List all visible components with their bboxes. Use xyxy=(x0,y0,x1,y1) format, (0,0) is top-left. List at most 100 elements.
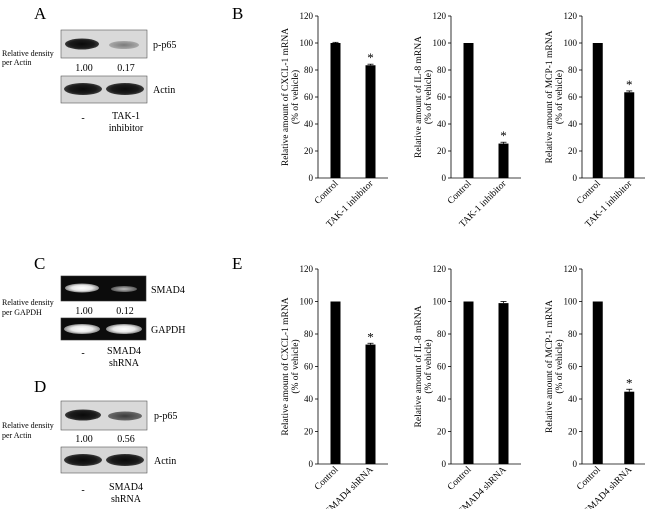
chart-3-bar-1 xyxy=(592,43,603,178)
blot-d-density-control: 1.00 xyxy=(75,434,93,445)
chart-2-ylabel-line2: (% of vehicle) xyxy=(423,70,434,124)
chart-6-category-1: Control xyxy=(575,465,603,493)
chart-4-ytick-label: 40 xyxy=(304,394,314,404)
chart-5-ytick-label: 120 xyxy=(433,264,447,274)
blot-d-density-treated: 0.56 xyxy=(117,434,135,445)
blot-a-density-label-1: Relative density xyxy=(2,49,54,58)
blot-a-density-label-2: per Actin xyxy=(2,58,32,67)
chart-2-bar-1 xyxy=(463,43,474,178)
blot-d-band-actin-control xyxy=(64,454,102,466)
blot-c: SMAD4 Relative density per GAPDH 1.00 0.… xyxy=(2,275,185,369)
chart-6-ylabel-line1: Relative amount of MCP-1 mRNA xyxy=(544,300,555,433)
chart-4-bar-2 xyxy=(365,344,376,464)
chart-3-ylabel-line1: Relative amount of MCP-1 mRNA xyxy=(544,30,555,163)
chart-4-ytick-label: 0 xyxy=(309,459,314,469)
blot-c-density-control: 1.00 xyxy=(75,306,93,317)
chart-3-bar-2 xyxy=(624,92,635,178)
chart-6-ytick-label: 80 xyxy=(568,329,578,339)
chart-3-ylabel-line2: (% of vehicle) xyxy=(554,70,565,124)
chart-3-ytick-label: 80 xyxy=(568,65,578,75)
chart-3-category-1: Control xyxy=(575,179,603,207)
chart-3-ytick-label: 60 xyxy=(568,92,578,102)
chart-5-ytick-label: 80 xyxy=(437,329,447,339)
chart-5-ylabel-line2: (% of vehicle) xyxy=(423,339,434,393)
chart-2-ytick-label: 80 xyxy=(437,65,447,75)
chart-6: 0 20 40 60 80 100 120 Relative amount of MCP-1 … xyxy=(544,264,645,509)
panel-letter-c: C xyxy=(34,254,45,273)
chart-1-ylabel-line2: (% of vehicle) xyxy=(290,70,301,124)
chart-2-ylabel-line1: Relative amount of IL-8 mRNA xyxy=(413,36,424,158)
blot-c-lane-2-line2: shRNA xyxy=(109,358,140,369)
blot-d-lane-1: - xyxy=(81,485,84,496)
blot-c-band-smad4-control xyxy=(65,283,99,293)
blot-d-density-label-1: Relative density xyxy=(2,421,54,430)
chart-6-ytick-label: 60 xyxy=(568,362,578,372)
chart-4-ytick-label: 100 xyxy=(300,297,314,307)
chart-1-significance-2: * xyxy=(367,50,374,65)
chart-2: 0 20 40 60 80 100 120 Relative amount of IL-8 m… xyxy=(413,11,521,230)
chart-2-ytick-label: 40 xyxy=(437,119,447,129)
chart-5-category-1: Control xyxy=(446,465,474,493)
chart-2-ytick-label: 20 xyxy=(437,146,447,156)
chart-4-significance-2: * xyxy=(367,329,374,344)
chart-6-ytick-label: 0 xyxy=(573,459,578,469)
chart-1-bar-2 xyxy=(365,65,376,178)
blot-d-label-actin: Actin xyxy=(154,456,176,467)
blot-a-label-p65: p-p65 xyxy=(153,40,176,51)
blot-c-density-label-2: per GAPDH xyxy=(2,308,42,317)
chart-6-ytick-label: 120 xyxy=(564,264,578,274)
chart-1-category-1: Control xyxy=(313,179,341,207)
chart-5-ytick-label: 60 xyxy=(437,362,447,372)
chart-4-ytick-label: 20 xyxy=(304,427,314,437)
blot-a-density-treated: 0.17 xyxy=(117,63,135,74)
chart-5-ytick-label: 0 xyxy=(442,459,447,469)
blot-c-lane-1: - xyxy=(81,348,84,359)
chart-1-ytick-label: 120 xyxy=(300,11,314,21)
chart-4-bar-1 xyxy=(330,301,341,464)
chart-3-ytick-label: 40 xyxy=(568,119,578,129)
chart-1-ytick-label: 60 xyxy=(304,92,314,102)
blot-d-band-actin-treated xyxy=(106,454,144,466)
blot-d-band-p65-treated xyxy=(108,411,142,421)
chart-3-ytick-label: 120 xyxy=(564,11,578,21)
blot-c-lane-2-line1: SMAD4 xyxy=(107,346,141,357)
blot-a-density-control: 1.00 xyxy=(75,63,93,74)
chart-2-ytick-label: 100 xyxy=(433,38,447,48)
chart-6-ytick-label: 20 xyxy=(568,427,578,437)
panel-letter-b: B xyxy=(232,4,243,23)
blot-d-lane-2-line1: SMAD4 xyxy=(109,482,143,493)
bar-charts: 0 20 40 60 80 100 120 Relative amount of CXCL-1… xyxy=(280,11,645,509)
chart-3: 0 20 40 60 80 100 120 Relative amount of MCP-1 … xyxy=(544,11,645,230)
blot-c-gel-bottom xyxy=(60,317,147,341)
blot-a-band-actin-treated xyxy=(106,83,144,95)
blot-a-band-p65-control xyxy=(65,38,99,50)
chart-1-ytick-label: 20 xyxy=(304,146,314,156)
chart-3-ytick-label: 100 xyxy=(564,38,578,48)
chart-3-ytick-label: 20 xyxy=(568,146,578,156)
chart-4-ytick-label: 60 xyxy=(304,362,314,372)
chart-5-bar-1 xyxy=(463,301,474,464)
chart-2-bar-2 xyxy=(498,143,509,178)
chart-4-ylabel-line2: (% of vehicle) xyxy=(290,339,301,393)
chart-1-ytick-label: 80 xyxy=(304,65,314,75)
chart-6-ytick-label: 40 xyxy=(568,394,578,404)
chart-2-significance-2: * xyxy=(500,128,507,143)
chart-1-ytick-label: 0 xyxy=(309,173,314,183)
chart-5-bar-2 xyxy=(498,303,509,464)
chart-5-ytick-label: 20 xyxy=(437,427,447,437)
blot-a-lane-2-line2: inhibitor xyxy=(109,123,144,134)
blot-a: p-p65 Relative density per Actin 1.00 0.… xyxy=(2,29,176,134)
chart-6-significance-2: * xyxy=(626,375,633,390)
chart-6-ytick-label: 100 xyxy=(564,297,578,307)
chart-5: 0 20 40 60 80 100 120 Relative amount of IL-8 m… xyxy=(413,264,521,509)
chart-6-bar-1 xyxy=(592,301,603,464)
blot-d-label-p65: p-p65 xyxy=(154,411,177,422)
panel-letter-e: E xyxy=(232,254,242,273)
chart-1-ytick-label: 40 xyxy=(304,119,314,129)
blot-d-band-p65-control xyxy=(65,409,101,421)
blot-a-band-p65-treated xyxy=(109,41,139,49)
blot-a-lane-1: - xyxy=(81,113,84,124)
chart-3-ytick-label: 0 xyxy=(573,173,578,183)
blot-a-lane-2-line1: TAK-1 xyxy=(112,111,140,122)
